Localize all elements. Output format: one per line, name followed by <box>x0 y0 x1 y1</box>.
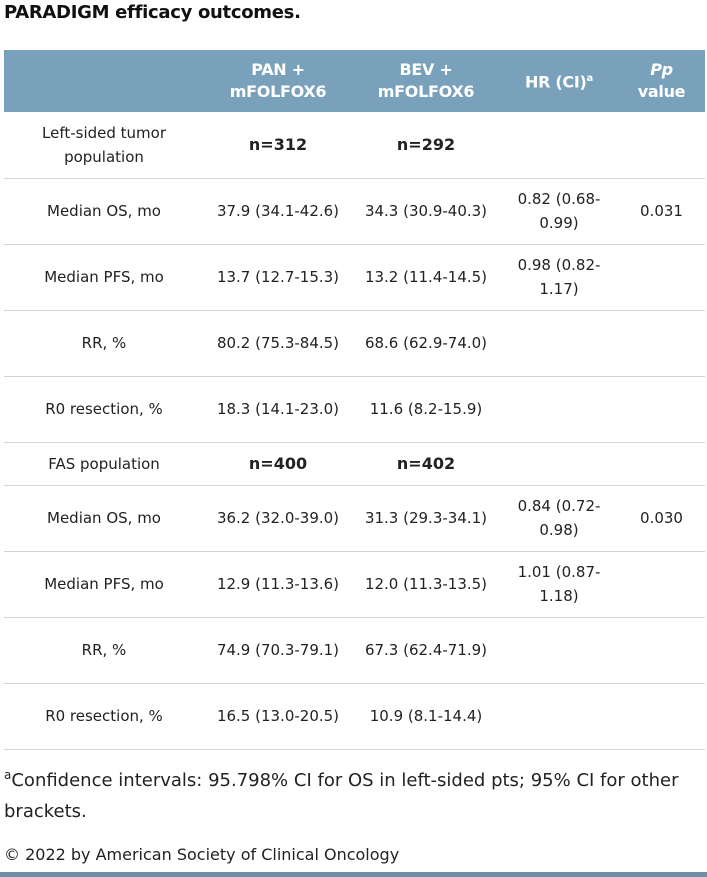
cell-hr: 1.01 (0.87-1.18) <box>500 551 618 618</box>
cell-p: 0.030 <box>618 485 705 552</box>
footnote-text: Confidence intervals: 95.798% CI for OS … <box>4 770 679 822</box>
cell-pan: 18.3 (14.1-23.0) <box>204 376 352 443</box>
row-label: Median OS, mo <box>4 485 204 552</box>
row-label: RR, % <box>4 617 204 684</box>
header-bev-line2: mFOLFOX6 <box>377 82 475 101</box>
header-empty <box>4 50 204 112</box>
cell-hr <box>500 683 618 750</box>
cell-bev: 12.0 (11.3-13.5) <box>352 551 500 618</box>
bottom-bar <box>0 872 707 877</box>
table-header-row: PAN + mFOLFOX6 BEV + mFOLFOX6 HR (CI)a P… <box>4 50 705 112</box>
cell-bev: 34.3 (30.9-40.3) <box>352 178 500 245</box>
cell-hr: 0.98 (0.82-1.17) <box>500 244 618 311</box>
header-bev: BEV + mFOLFOX6 <box>352 50 500 112</box>
table-row: FAS population n=400 n=402 <box>4 442 705 486</box>
cell-pan: 13.7 (12.7-15.3) <box>204 244 352 311</box>
table-row: RR, % 74.9 (70.3-79.1) 67.3 (62.4-71.9) <box>4 617 705 684</box>
cell-bev: 13.2 (11.4-14.5) <box>352 244 500 311</box>
cell-hr <box>500 310 618 377</box>
row-label: Left-sided tumor population <box>4 112 204 179</box>
footnote-sup: a <box>4 768 12 782</box>
cell-bev: 67.3 (62.4-71.9) <box>352 617 500 684</box>
table-row: R0 resection, % 16.5 (13.0-20.5) 10.9 (8… <box>4 683 705 750</box>
header-pan-line1: PAN + <box>251 60 305 79</box>
table-row: Median OS, mo 36.2 (32.0-39.0) 31.3 (29.… <box>4 485 705 552</box>
header-pan-line2: mFOLFOX6 <box>229 82 327 101</box>
header-hr: HR (CI)a <box>500 50 618 112</box>
cell-bev: 11.6 (8.2-15.9) <box>352 376 500 443</box>
table-title: PARADIGM efficacy outcomes. <box>4 2 301 23</box>
cell-hr <box>500 617 618 684</box>
table-row: R0 resection, % 18.3 (14.1-23.0) 11.6 (8… <box>4 376 705 443</box>
cell-pan: 16.5 (13.0-20.5) <box>204 683 352 750</box>
cell-hr <box>500 442 618 486</box>
cell-bev: 31.3 (29.3-34.1) <box>352 485 500 552</box>
cell-hr <box>500 376 618 443</box>
row-label: R0 resection, % <box>4 376 204 443</box>
table-row: Median OS, mo 37.9 (34.1-42.6) 34.3 (30.… <box>4 178 705 245</box>
header-pan: PAN + mFOLFOX6 <box>204 50 352 112</box>
efficacy-table: PAN + mFOLFOX6 BEV + mFOLFOX6 HR (CI)a P… <box>4 50 705 750</box>
cell-hr: 0.84 (0.72-0.98) <box>500 485 618 552</box>
copyright-notice: © 2022 by American Society of Clinical O… <box>4 845 400 864</box>
cell-pan: 36.2 (32.0-39.0) <box>204 485 352 552</box>
header-p-italic-b: p <box>661 60 673 79</box>
cell-pan: 80.2 (75.3-84.5) <box>204 310 352 377</box>
cell-bev: n=402 <box>352 442 500 486</box>
row-label: Median PFS, mo <box>4 551 204 618</box>
table-row: RR, % 80.2 (75.3-84.5) 68.6 (62.9-74.0) <box>4 310 705 377</box>
row-label: Median OS, mo <box>4 178 204 245</box>
footnote: aConfidence intervals: 95.798% CI for OS… <box>4 760 704 827</box>
cell-hr <box>500 112 618 179</box>
cell-p <box>618 683 705 750</box>
cell-p <box>618 112 705 179</box>
header-p-italic: P <box>650 60 662 79</box>
cell-p <box>618 617 705 684</box>
header-p: Pp value <box>618 50 705 112</box>
header-hr-label: HR (CI) <box>525 72 587 92</box>
cell-pan: 12.9 (11.3-13.6) <box>204 551 352 618</box>
cell-p <box>618 551 705 618</box>
cell-p <box>618 376 705 443</box>
row-label: FAS population <box>4 442 204 486</box>
cell-pan: n=312 <box>204 112 352 179</box>
row-label: R0 resection, % <box>4 683 204 750</box>
cell-pan: 74.9 (70.3-79.1) <box>204 617 352 684</box>
cell-hr: 0.82 (0.68-0.99) <box>500 178 618 245</box>
table-row: Median PFS, mo 12.9 (11.3-13.6) 12.0 (11… <box>4 551 705 618</box>
cell-bev: n=292 <box>352 112 500 179</box>
cell-p: 0.031 <box>618 178 705 245</box>
table-row: Median PFS, mo 13.7 (12.7-15.3) 13.2 (11… <box>4 244 705 311</box>
row-label: RR, % <box>4 310 204 377</box>
cell-pan: n=400 <box>204 442 352 486</box>
row-label: Median PFS, mo <box>4 244 204 311</box>
cell-p <box>618 244 705 311</box>
cell-pan: 37.9 (34.1-42.6) <box>204 178 352 245</box>
cell-p <box>618 310 705 377</box>
table-row: Left-sided tumor population n=312 n=292 <box>4 112 705 179</box>
cell-p <box>618 442 705 486</box>
cell-bev: 68.6 (62.9-74.0) <box>352 310 500 377</box>
header-bev-line1: BEV + <box>399 60 453 79</box>
header-hr-sup: a <box>586 73 594 85</box>
cell-bev: 10.9 (8.1-14.4) <box>352 683 500 750</box>
header-p-line2: value <box>637 82 686 101</box>
